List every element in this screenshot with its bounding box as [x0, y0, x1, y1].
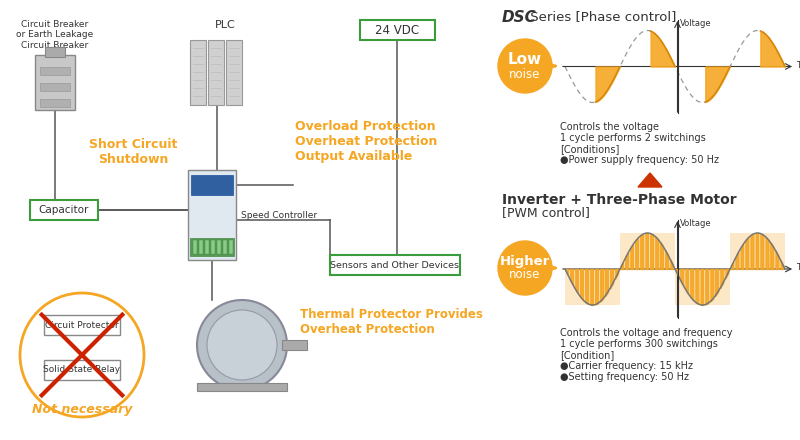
Bar — [565, 269, 620, 305]
Text: Time: Time — [796, 61, 800, 70]
Bar — [40, 67, 70, 75]
Text: Circuit Protector: Circuit Protector — [45, 320, 119, 330]
Bar — [190, 238, 234, 256]
Bar — [282, 340, 307, 350]
Bar — [191, 175, 233, 195]
Text: Inverter + Three-Phase Motor: Inverter + Three-Phase Motor — [502, 193, 737, 207]
Bar — [205, 240, 209, 254]
Text: Capacitor: Capacitor — [39, 205, 89, 215]
Text: PLC: PLC — [214, 20, 235, 30]
Text: Low: Low — [508, 52, 542, 67]
Text: [Condition]: [Condition] — [560, 350, 614, 360]
Text: Time: Time — [796, 264, 800, 272]
Circle shape — [197, 300, 287, 390]
Text: Controls the voltage and frequency: Controls the voltage and frequency — [560, 328, 733, 338]
Bar — [211, 240, 215, 254]
Text: Voltage: Voltage — [679, 219, 711, 228]
Bar — [188, 170, 236, 260]
Text: [PWM control]: [PWM control] — [502, 206, 590, 219]
Circle shape — [498, 241, 552, 295]
Bar — [675, 269, 730, 305]
Text: Sensors and Other Devices: Sensors and Other Devices — [330, 260, 459, 269]
Bar — [45, 47, 65, 57]
Text: Short Circuit
Shutdown: Short Circuit Shutdown — [89, 138, 177, 166]
Text: ●Power supply frequency: 50 Hz: ●Power supply frequency: 50 Hz — [560, 155, 719, 165]
Text: Circuit Breaker
or Earth Leakage
Circuit Breaker: Circuit Breaker or Earth Leakage Circuit… — [16, 20, 94, 50]
Bar — [35, 55, 75, 110]
Bar — [199, 240, 203, 254]
Bar — [620, 233, 675, 269]
Bar — [44, 360, 120, 380]
Bar — [223, 240, 227, 254]
Text: Higher: Higher — [500, 254, 550, 268]
FancyBboxPatch shape — [360, 20, 435, 40]
Bar — [730, 233, 785, 269]
Bar — [40, 83, 70, 91]
Text: Thermal Protector Provides
Overheat Protection: Thermal Protector Provides Overheat Prot… — [300, 308, 483, 336]
Bar — [229, 240, 233, 254]
FancyBboxPatch shape — [330, 255, 460, 275]
Text: Speed Controller: Speed Controller — [241, 210, 317, 220]
Text: noise: noise — [510, 67, 541, 81]
Text: ●Carrier frequency: 15 kHz: ●Carrier frequency: 15 kHz — [560, 361, 693, 371]
Polygon shape — [638, 173, 662, 187]
Text: Not necessary: Not necessary — [32, 403, 132, 416]
Text: DSC: DSC — [502, 10, 537, 25]
Text: Series [Phase control]: Series [Phase control] — [526, 10, 676, 23]
Text: Controls the voltage: Controls the voltage — [560, 122, 659, 132]
Circle shape — [498, 39, 552, 93]
Text: ●Setting frequency: 50 Hz: ●Setting frequency: 50 Hz — [560, 372, 689, 382]
Text: noise: noise — [510, 268, 541, 282]
Bar — [40, 99, 70, 107]
Bar — [197, 383, 287, 391]
Bar — [190, 40, 206, 105]
Circle shape — [207, 310, 277, 380]
Bar — [226, 40, 242, 105]
Text: 1 cycle performs 2 switchings: 1 cycle performs 2 switchings — [560, 133, 706, 143]
Bar — [193, 240, 197, 254]
FancyBboxPatch shape — [30, 200, 98, 220]
Circle shape — [20, 293, 144, 417]
Bar — [44, 315, 120, 335]
Text: [Conditions]: [Conditions] — [560, 144, 619, 154]
Text: Overload Protection
Overheat Protection
Output Available: Overload Protection Overheat Protection … — [295, 120, 438, 163]
Text: Solid State Relay: Solid State Relay — [43, 366, 121, 374]
Bar — [217, 240, 221, 254]
Text: 24 VDC: 24 VDC — [375, 23, 419, 37]
Text: Voltage: Voltage — [679, 19, 711, 28]
Text: 1 cycle performs 300 switchings: 1 cycle performs 300 switchings — [560, 339, 718, 349]
Bar — [208, 40, 224, 105]
